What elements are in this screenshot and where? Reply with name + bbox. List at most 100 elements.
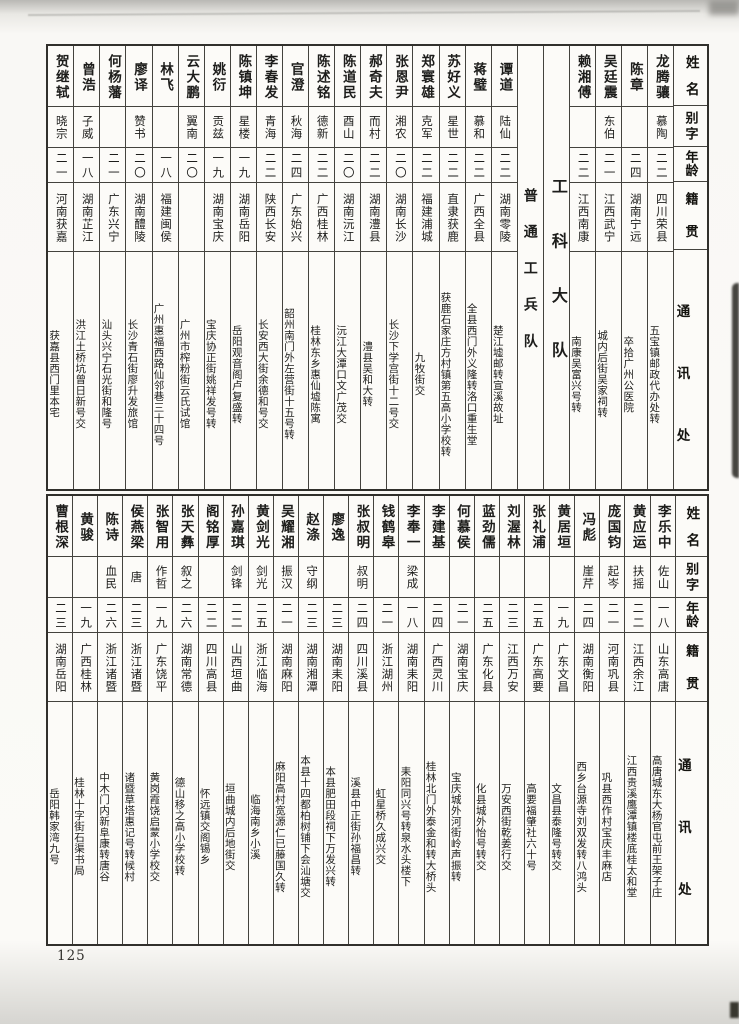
- age-cell: 二〇: [335, 148, 361, 183]
- person-column: 苏好义 星世 二二 直隶获鹿 获鹿石家庄方村镇第五高小学校转: [438, 46, 465, 489]
- person-column: 廖译 赞书 二〇 湖南醴陵 长沙青石街廖升发旅馆: [125, 46, 152, 489]
- person-name-cell: 郑寰雄: [413, 46, 439, 107]
- courtesy-name-cell: 东伯: [596, 107, 622, 148]
- courtesy-name-cell: 作哲: [148, 557, 173, 598]
- native-place-cell: 湖南衡阳: [575, 633, 600, 702]
- contact-address-cell: 黄岗霞饶启蒙小学校交: [148, 771, 161, 882]
- native-place-cell: 河南获嘉: [48, 183, 74, 252]
- courtesy-name-cell: 酉山: [335, 107, 361, 148]
- contact-address-cell: 汕头兴宁石光街和隆号: [100, 319, 113, 429]
- courtesy-name-cell: 起岑: [600, 557, 625, 598]
- person-name-cell: 冯彪: [575, 496, 600, 557]
- native-place-cell: 江西余江: [625, 633, 650, 702]
- section-label: 普通工兵队: [522, 187, 539, 370]
- person-name-cell: 阁铭厚: [198, 496, 223, 557]
- courtesy-name-cell: 守纲: [299, 557, 324, 598]
- native-place-cell: 山东高唐: [650, 633, 675, 702]
- person-name-cell: 黄应运: [625, 496, 650, 557]
- person-name-cell: 张礼浦: [525, 496, 550, 557]
- native-place-cell: 广东化县: [474, 633, 499, 702]
- person-name-cell: 孙嘉琪: [223, 496, 248, 557]
- age-cell: 一九: [204, 148, 230, 183]
- courtesy-name-cell: 慕陶: [648, 107, 674, 148]
- native-place-cell: 广西桂林: [73, 633, 98, 702]
- person-column: 赵涤 守纲 二三 湖南湘潭 本县十四都柏树铺下会汕塘交: [298, 496, 324, 944]
- age-cell: 二三: [123, 598, 148, 633]
- contact-address-cell: 全县西门外义隆转洛口重生堂: [465, 302, 478, 446]
- age-cell: 二三: [324, 598, 349, 633]
- contact-address-cell: 广州惠福西路仙邻巷三十四号: [152, 302, 165, 446]
- courtesy-name-cell: 青海: [256, 107, 282, 148]
- age-cell: 二〇: [387, 148, 413, 183]
- person-name-cell: 陈述铭: [309, 46, 335, 107]
- age-cell: 二四: [282, 148, 309, 183]
- age-cell: 二一: [596, 148, 622, 183]
- courtesy-name-cell: [152, 107, 178, 148]
- native-place-cell: 湖南湘潭: [299, 633, 324, 702]
- age-cell: 二五: [525, 598, 550, 633]
- courtesy-name-cell: [47, 557, 73, 598]
- age-cell: 二二: [223, 598, 248, 633]
- person-column: 张礼浦 二五 广东高要 高要福肇社六十号: [524, 496, 550, 944]
- courtesy-name-cell: 秋海: [282, 107, 309, 148]
- age-cell: 二二: [570, 148, 596, 183]
- native-place-cell: 广东始兴: [282, 183, 309, 252]
- courtesy-name-cell: 崖芹: [575, 557, 600, 598]
- courtesy-name-cell: 星楼: [230, 107, 256, 148]
- contact-address-cell: 澧县吴和大转: [361, 341, 374, 407]
- scan-artifact-bottom-right: [730, 1002, 739, 1018]
- person-name-cell: 苏好义: [439, 46, 465, 107]
- roster-table-top: 姓名 别字 年龄 籍贯 通讯处 龙腾骧 慕陶 二二 四川荣县 五宝镇邮政代办处转 陈章 二四 湖南宁远卒…: [46, 44, 709, 491]
- person-column: 云大鹏 翼南 二〇 广州市榨粉街云氏试馆: [177, 46, 204, 489]
- native-place-cell: 河南巩县: [600, 633, 625, 702]
- person-name-cell: 曾浩: [74, 46, 100, 107]
- native-place-cell: 广东饶平: [148, 633, 173, 702]
- age-cell: 二四: [622, 148, 648, 183]
- person-column: 刘渥林 二三 江西万安 万安西街乾姜行交: [498, 496, 524, 944]
- native-place-cell: 福建闽侯: [152, 183, 178, 252]
- person-column: 贺继轼 晓宗 二一 河南获嘉 获嘉县西门里本宅: [48, 46, 74, 489]
- person-name-cell: 蓝劲儒: [474, 496, 499, 557]
- age-cell: 二二: [198, 598, 223, 633]
- age-cell: 二一: [48, 148, 74, 183]
- courtesy-name-cell: 克军: [413, 107, 439, 148]
- person-name-cell: 何慕侯: [449, 496, 474, 557]
- person-name-cell: 赖湘傅: [570, 46, 596, 107]
- person-column: 李乐中 佐山 一八 山东高唐 高唐城东大杨官屯前王架子庄: [649, 496, 675, 944]
- age-cell: 二三: [47, 598, 73, 633]
- person-name-cell: 张智用: [148, 496, 173, 557]
- person-name-cell: 蒋璧: [465, 46, 491, 107]
- person-column: 蓝劲儒 二五 广东化县 化县城外怡号转交: [473, 496, 499, 944]
- native-place-cell: 江西万安: [499, 633, 524, 702]
- column-header-cell: 姓名: [674, 46, 707, 107]
- native-place-cell: 湖南澧县: [361, 183, 387, 252]
- person-name-cell: 吴耀湘: [273, 496, 299, 557]
- person-name-cell: 黄剑光: [248, 496, 273, 557]
- age-cell: 二二: [465, 148, 491, 183]
- courtesy-name-cell: 振汉: [273, 557, 299, 598]
- native-place-cell: 湖南麻阳: [273, 633, 299, 702]
- age-cell: 二四: [575, 598, 600, 633]
- person-column: 陈诗 血民 二六 浙江诸暨 中木门内新阜康转唐谷: [97, 496, 123, 944]
- age-cell: 一八: [152, 148, 178, 183]
- person-column: 陈述铭 德新 二二 广西桂林 桂林东乡惠仙墟陈寓: [308, 46, 335, 489]
- contact-address-cell: 岳阳韩家湾九号: [47, 788, 60, 865]
- contact-address-cell: 五宝镇邮政代办处转: [648, 324, 661, 424]
- person-column: 李春发 青海 二二 陕西长安 长安西大街余德和号交: [255, 46, 282, 489]
- courtesy-name-cell: [499, 557, 524, 598]
- person-name-cell: 李乐中: [650, 496, 675, 557]
- age-cell: 二一: [600, 598, 625, 633]
- native-place-cell: 湖南宁远: [622, 183, 648, 252]
- courtesy-name-cell: 血民: [98, 557, 123, 598]
- contact-address-cell: 临海南乡小溪: [248, 793, 261, 860]
- native-place-cell: 浙江临海: [248, 633, 273, 702]
- courtesy-name-cell: 叔明: [349, 557, 374, 598]
- person-name-cell: 黄居垣: [550, 496, 575, 557]
- age-cell: 二五: [474, 598, 499, 633]
- native-place-cell: 广东兴宁: [100, 183, 126, 252]
- courtesy-name-cell: 翼南: [178, 107, 204, 148]
- person-name-cell: 李奉一: [399, 496, 424, 557]
- courtesy-name-cell: [324, 557, 349, 598]
- age-cell: 二六: [98, 598, 123, 633]
- native-place-cell: 湖南醴陵: [126, 183, 152, 252]
